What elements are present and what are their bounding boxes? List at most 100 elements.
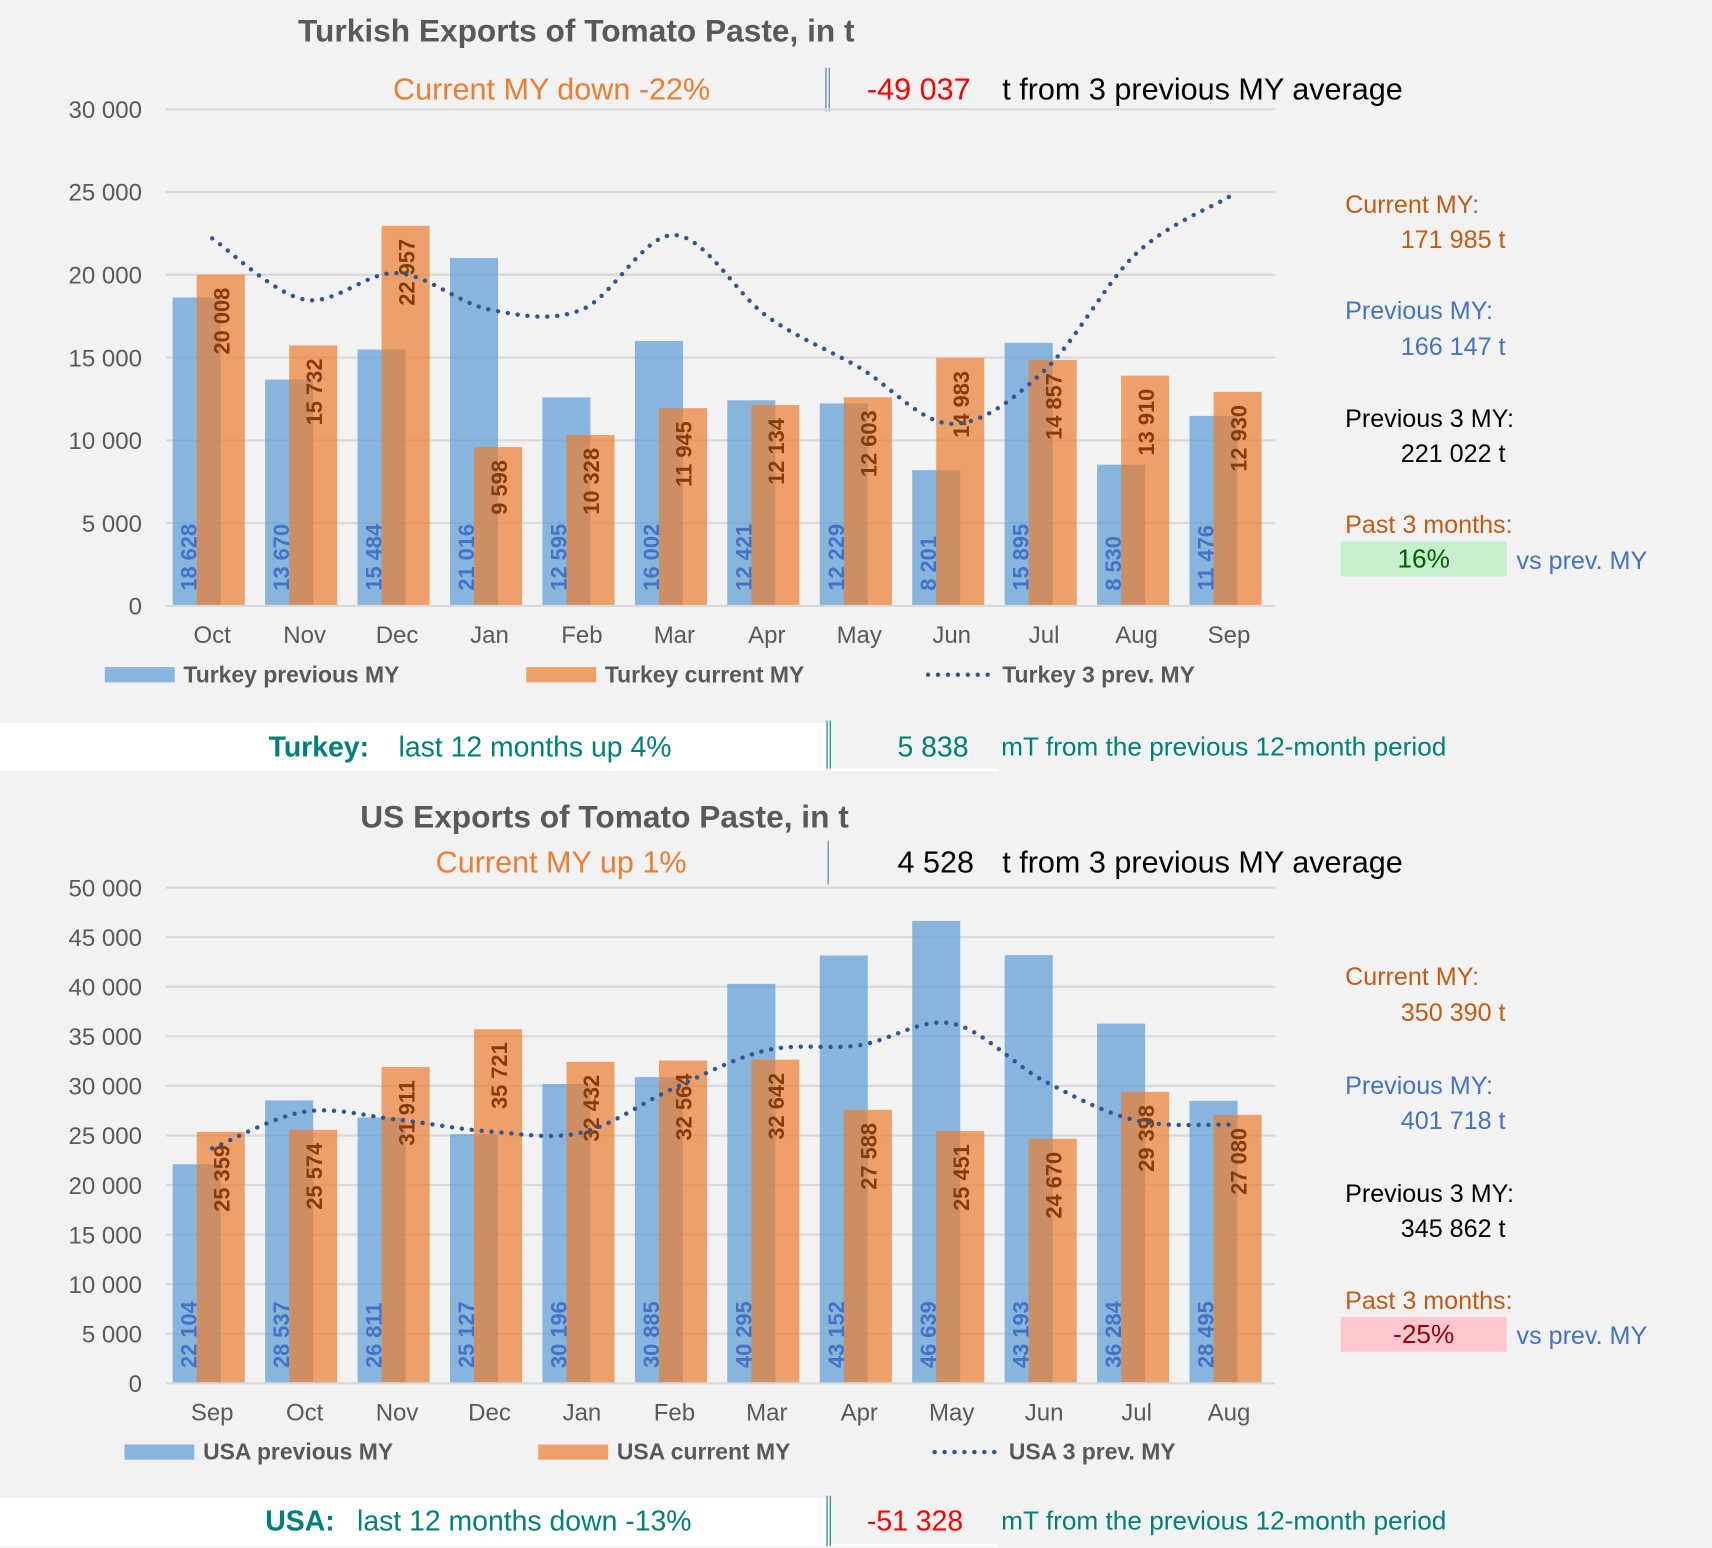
usa-bar-previous-label: 30 196 (546, 1301, 571, 1368)
usa-bar-current (751, 1059, 800, 1384)
usa-bar-current (1213, 1114, 1262, 1384)
turkey-x-tick-label: Aug (1115, 622, 1158, 649)
turkey-x-tick-label: Jul (1029, 622, 1060, 649)
turkey-current-my-change: Current MY down -22% (393, 72, 711, 106)
usa-bar-current (381, 1066, 430, 1384)
turkey-headline-separator (825, 67, 830, 112)
turkey-bar-current (381, 225, 430, 606)
turkey-bar-current-label: 12 603 (857, 410, 882, 477)
usa-bar-current (566, 1061, 615, 1384)
turkey-x-tick-label: Sep (1208, 622, 1251, 649)
usa-y-tick-label: 10 000 (69, 1272, 142, 1299)
turkey-chart: 0 5 000 10 000 15 000 20 000 25 000 30 000 18 6… (69, 97, 1276, 687)
usa-bar-current-label: 25 574 (302, 1142, 327, 1210)
usa-bar-current (843, 1109, 892, 1384)
usa-bar-current (289, 1129, 338, 1384)
usa-bar-previous-label: 22 104 (177, 1300, 202, 1368)
usa-chart: 0 5 000 10 000 15 000 20 000 25 000 30 000 35 0… (69, 875, 1276, 1465)
usa-current-my-value: 350 390 t (1400, 997, 1506, 1027)
turkey-bar-current-label: 20 008 (209, 288, 234, 355)
turkey-bar-current (566, 434, 615, 606)
turkey-y-tick-label: 30 000 (69, 97, 142, 124)
usa-y-tick-label: 40 000 (69, 975, 142, 1002)
turkey-x-tick-label: Jun (932, 622, 971, 649)
usa-bar-current (658, 1060, 707, 1384)
usa-y-tick-label: 30 000 (69, 1074, 142, 1101)
usa-bar-current (1028, 1138, 1077, 1384)
usa-legend-swatch-usa-current-my (538, 1444, 609, 1460)
usa-legend-label: USA current MY (617, 1439, 791, 1465)
usa-x-tick-label: Jun (1025, 1399, 1064, 1426)
turkey-bar-current-label: 11 945 (672, 421, 697, 487)
usa-footer-suffix: mT from the previous 12-month period (1001, 1506, 1447, 1537)
usa-footer-underline (826, 1543, 998, 1546)
usa-legend-label: USA 3 prev. MY (1009, 1439, 1176, 1465)
usa-x-tick-label: Sep (191, 1399, 234, 1426)
usa-y-tick-label: 5 000 (82, 1321, 142, 1348)
turkey-bar-previous-label: 8 530 (1101, 536, 1126, 591)
usa-y-tick-label: 25 000 (69, 1123, 142, 1150)
usa-footer-separator (826, 1495, 831, 1546)
usa-bar-previous-label: 30 885 (639, 1301, 664, 1368)
usa-current-my-change: Current MY up 1% (435, 845, 687, 879)
turkey-legend-swatch-turkey-previous-my (104, 667, 175, 683)
usa-bar-current (936, 1131, 985, 1384)
turkey-bar-previous-label: 12 595 (546, 524, 571, 591)
usa-x-tick-label: Feb (654, 1399, 695, 1426)
turkey-bar-previous-label: 12 229 (824, 524, 849, 591)
usa-footer-country: USA: (265, 1504, 335, 1538)
turkey-bar-current-label: 9 598 (487, 460, 512, 515)
turkey-footer-separator (826, 720, 831, 769)
usa-x-tick-label: Aug (1208, 1399, 1251, 1426)
turkey-bar-current (751, 405, 800, 606)
usa-headline-separator (827, 840, 830, 885)
usa-current-my-label: Current MY: (1345, 961, 1480, 991)
usa-footer-value: -51 328 (866, 1504, 964, 1538)
usa-bar-current-label: 25 359 (209, 1145, 234, 1212)
turkey-x-tick-label: Dec (376, 622, 419, 649)
turkey-bar-current-label: 10 328 (579, 448, 604, 515)
turkey-bar-current (196, 274, 245, 606)
usa-footer-trend: last 12 months down -13% (357, 1504, 692, 1538)
usa-bar-previous-label: 36 284 (1101, 1300, 1126, 1368)
usa-bar-previous-label: 28 537 (269, 1301, 294, 1368)
turkey-y-tick-label: 15 000 (69, 345, 142, 372)
turkey-diff-label: t from 3 previous MY average (1002, 72, 1403, 106)
usa-x-tick-label: Mar (746, 1399, 787, 1426)
turkey-bar-previous-label: 16 002 (639, 524, 664, 591)
turkey-bar-current (1028, 359, 1077, 606)
turkey-prev3-my-value: 221 022 t (1400, 438, 1506, 468)
turkey-bar-previous-label: 11 476 (1194, 525, 1219, 591)
turkey-legend-label: Turkey current MY (605, 661, 804, 687)
turkey-bar-current-label: 12 930 (1226, 405, 1251, 472)
turkey-bar-current-label: 13 910 (1134, 389, 1159, 456)
usa-previous-my-value: 401 718 t (1400, 1105, 1506, 1135)
usa-line-3-prev-my (209, 1020, 1232, 1151)
turkey-x-tick-label: Mar (654, 622, 695, 649)
usa-x-tick-label: Apr (841, 1399, 878, 1426)
usa-y-tick-label: 20 000 (69, 1173, 142, 1200)
turkey-bar-current-label: 14 983 (949, 371, 974, 438)
turkey-bar-previous-label: 18 628 (177, 524, 202, 591)
usa-past3-suffix: vs prev. MY (1516, 1321, 1648, 1350)
turkey-y-tick-label: 25 000 (69, 180, 142, 207)
usa-bar-current-label: 32 642 (764, 1073, 789, 1140)
turkey-bar-current-label: 12 134 (764, 417, 789, 485)
usa-bar-previous-label: 26 811 (362, 1302, 387, 1368)
turkey-y-tick-label: 10 000 (69, 428, 142, 455)
turkey-bar-current-label: 15 732 (302, 359, 327, 426)
usa-prev3-my-label: Previous 3 MY: (1345, 1179, 1514, 1208)
turkey-x-tick-label: Nov (283, 622, 326, 649)
turkey-footer-country: Turkey: (268, 730, 370, 764)
usa-past3-label: Past 3 months: (1345, 1286, 1513, 1315)
turkey-bar-previous-label: 13 670 (269, 524, 294, 591)
turkey-bar-current (1121, 375, 1170, 606)
usa-bar-previous-label: 43 193 (1009, 1301, 1034, 1368)
turkey-x-tick-label: Jan (470, 622, 509, 649)
turkey-x-tick-label: May (837, 622, 882, 649)
usa-bar-current-label: 32 564 (672, 1073, 697, 1141)
turkey-y-tick-label: 20 000 (69, 263, 142, 290)
turkey-bar-current (474, 447, 523, 606)
turkey-legend-label: Turkey 3 prev. MY (1002, 661, 1195, 687)
